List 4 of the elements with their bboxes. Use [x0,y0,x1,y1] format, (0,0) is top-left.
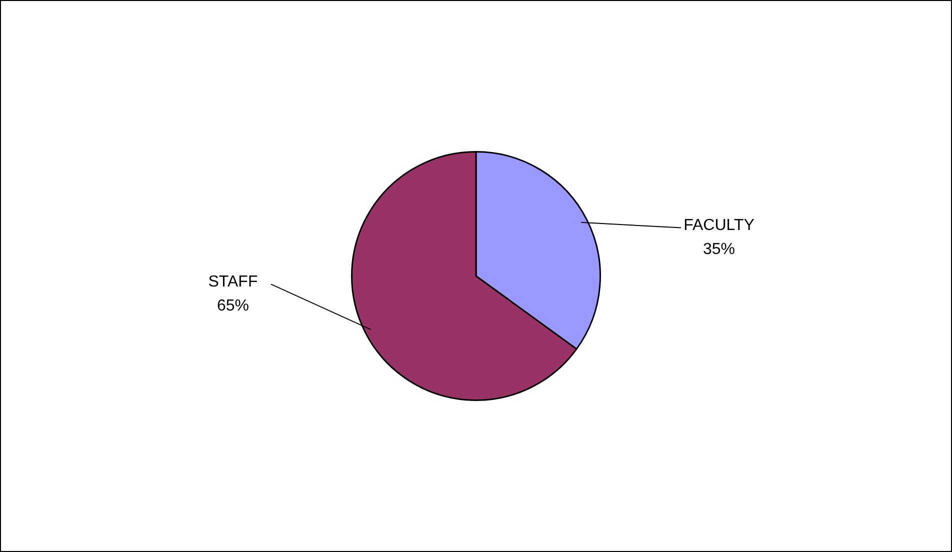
slice-label: FACULTY [684,217,755,234]
data-label: 35% [702,241,736,258]
slice-label: STAFF [208,274,258,291]
data-label: 65% [216,298,250,315]
